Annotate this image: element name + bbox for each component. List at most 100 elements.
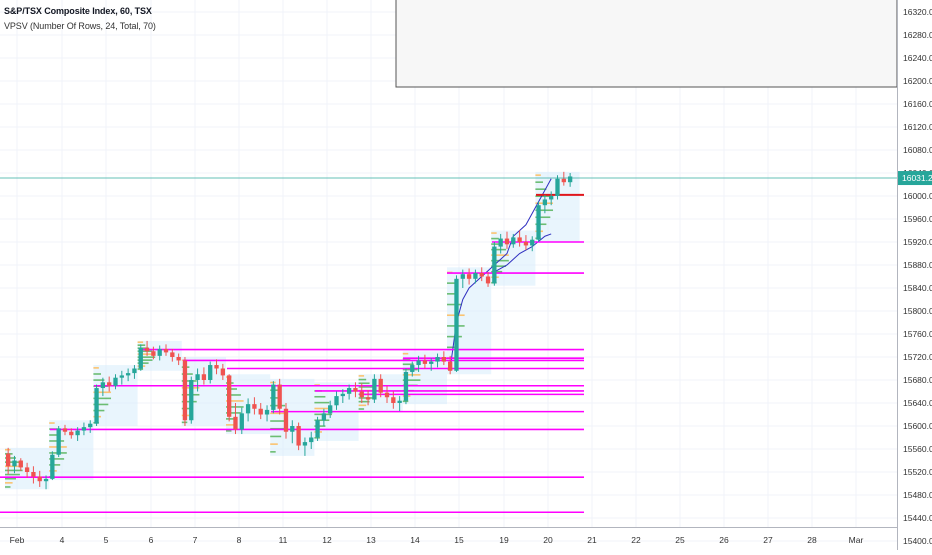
candle[interactable] [517,230,522,247]
candle[interactable] [189,376,194,424]
candle[interactable] [397,396,402,412]
candle[interactable] [227,374,232,422]
candle[interactable] [353,382,358,398]
candle[interactable] [422,354,428,369]
candle[interactable] [441,351,446,366]
candle[interactable] [567,173,573,187]
candle[interactable] [107,376,112,392]
candle[interactable] [309,431,314,449]
candle[interactable] [504,231,510,249]
chart-title[interactable]: S&P/TSX Composite Index, 60, TSX [4,6,152,16]
candle[interactable] [359,383,364,403]
candle[interactable] [536,201,541,242]
candle[interactable] [277,378,282,415]
candle[interactable] [132,365,137,379]
candle[interactable] [403,368,409,405]
candle[interactable] [466,268,472,285]
candle[interactable] [182,357,188,426]
candle[interactable] [239,407,244,435]
candle[interactable] [448,355,453,375]
candle[interactable] [561,171,566,186]
candle[interactable] [340,389,345,403]
candle-body [12,460,17,467]
indicator-legend[interactable]: VPSV (Number Of Rows, 24, Total, 70) [4,21,156,31]
candle[interactable] [530,236,535,252]
volume-profile-bar [137,344,146,346]
candle[interactable] [220,363,225,380]
candle[interactable] [391,391,396,409]
candle[interactable] [50,451,55,481]
candle[interactable] [100,377,106,397]
candle[interactable] [435,353,440,368]
candle[interactable] [62,424,68,436]
candle[interactable] [416,355,421,372]
price-tick-label: 15720.00 [903,352,932,362]
candle[interactable] [542,194,548,214]
candle[interactable] [473,269,478,284]
candle[interactable] [346,384,352,400]
candle[interactable] [151,346,156,360]
candle[interactable] [258,403,263,420]
candle[interactable] [6,447,11,475]
candle[interactable] [549,191,554,206]
candle[interactable] [31,466,36,484]
candle[interactable] [372,374,377,403]
candle[interactable] [214,359,219,375]
candle[interactable] [315,416,320,441]
candle[interactable] [245,398,251,422]
candle[interactable] [119,370,124,385]
date-tick-label: 6 [149,535,154,545]
candle[interactable] [460,269,465,288]
candle[interactable] [81,422,87,436]
candle[interactable] [492,242,497,286]
candle[interactable] [138,344,143,371]
candle[interactable] [201,367,207,385]
candle[interactable] [176,353,181,366]
candle[interactable] [334,391,339,410]
candle[interactable] [69,428,74,439]
candle[interactable] [485,271,491,287]
candle[interactable] [12,455,17,474]
candle[interactable] [233,403,238,435]
candle[interactable] [94,384,99,426]
candle[interactable] [302,437,308,456]
candle[interactable] [511,233,516,248]
candle[interactable] [56,426,61,458]
candle[interactable] [429,358,434,371]
candle[interactable] [24,462,30,478]
candle[interactable] [271,381,276,414]
candle[interactable] [498,233,503,254]
candle[interactable] [43,475,49,490]
candle[interactable] [170,348,175,362]
candle[interactable] [75,427,80,441]
candle[interactable] [144,340,150,356]
candle[interactable] [479,267,484,282]
candle[interactable] [163,344,169,356]
candle[interactable] [208,361,213,384]
candle[interactable] [195,368,200,392]
candle[interactable] [296,422,301,451]
candle[interactable] [125,368,131,382]
candle[interactable] [18,458,23,471]
candle[interactable] [378,374,383,398]
candle[interactable] [321,408,327,426]
candle[interactable] [328,400,333,418]
candle[interactable] [523,235,529,251]
candle[interactable] [555,175,560,200]
candle[interactable] [454,275,459,372]
candle[interactable] [410,361,415,377]
candle[interactable] [113,374,118,390]
candle[interactable] [283,403,289,439]
candle-body [479,273,484,277]
candle[interactable] [384,385,390,403]
candle[interactable] [37,470,42,487]
candle[interactable] [365,390,371,406]
candle[interactable] [157,345,162,361]
candle[interactable] [290,420,295,444]
candle[interactable] [252,397,257,415]
candle[interactable] [264,405,270,422]
price-tick-label: 15640.00 [903,398,932,408]
candle[interactable] [88,420,93,433]
